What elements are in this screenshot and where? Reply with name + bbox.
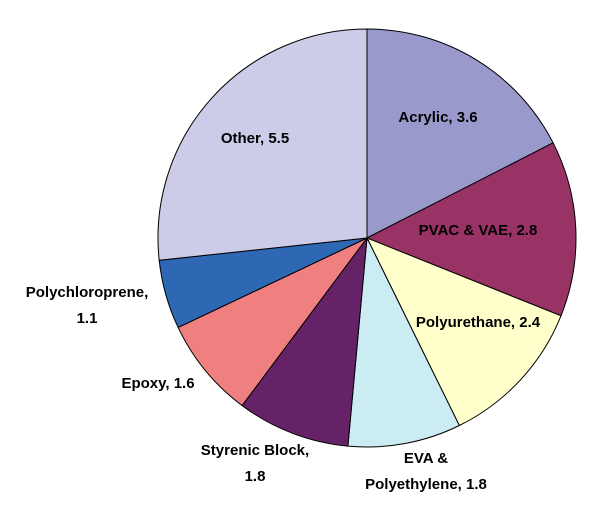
pie-slice-epoxy (177, 237, 368, 407)
pie-slice-styrenic-block (241, 236, 368, 447)
data-label-pvac-vae: PVAC & VAE, 2.8 (419, 222, 538, 239)
pie-slice-pvac-vae (365, 142, 577, 317)
pie-slices (157, 28, 577, 448)
data-label-acrylic: Acrylic, 3.6 (398, 109, 477, 126)
data-label-other: Other, 5.5 (221, 130, 289, 147)
pie-slice-other (157, 28, 368, 261)
data-label-eva-polyethylene: EVA & Polyethylene, 1.8 (365, 450, 487, 493)
data-label-epoxy: Epoxy, 1.6 (121, 375, 194, 392)
data-label-polychloroprene: Polychloroprene, 1.1 (26, 284, 149, 327)
pie-slice-eva-polyethylene (347, 236, 460, 448)
pie-labels: Acrylic, 3.6 PVAC & VAE, 2.8 Polyurethane,… (26, 109, 541, 493)
pie-slice-polyurethane (365, 237, 562, 427)
data-label-polyurethane: Polyurethane, 2.4 (416, 314, 541, 331)
pie-slice-acrylic (366, 28, 554, 239)
data-label-styrenic-block: Styrenic Block, 1.8 (201, 442, 309, 485)
